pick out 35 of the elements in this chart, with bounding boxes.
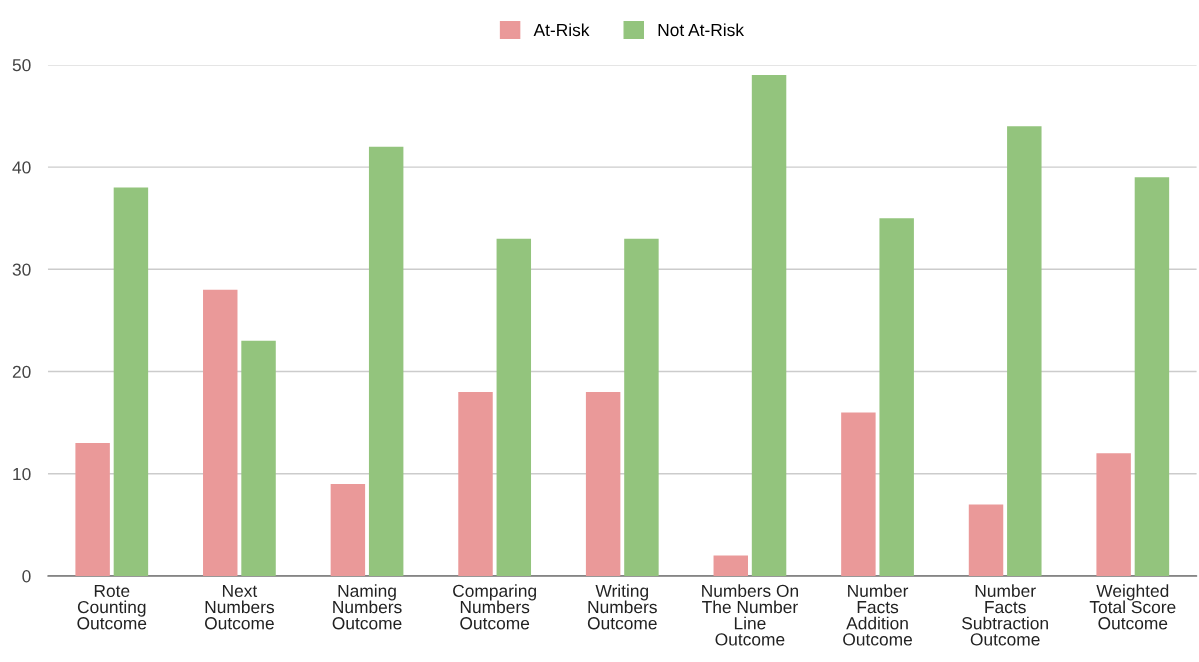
bar bbox=[1134, 177, 1170, 576]
x-tick-label: Numbers On The Number Line Outcome bbox=[702, 584, 798, 646]
bar bbox=[841, 412, 876, 576]
y-tick-label: 0 bbox=[22, 570, 31, 583]
x-tick-label: Weighted Total Score Outcome bbox=[1089, 584, 1176, 630]
bar bbox=[1007, 126, 1042, 576]
bar bbox=[368, 146, 404, 576]
bar bbox=[458, 391, 493, 576]
bar bbox=[203, 289, 238, 576]
bar bbox=[585, 391, 621, 576]
bar bbox=[496, 238, 532, 576]
bar bbox=[241, 340, 276, 576]
bar bbox=[330, 483, 366, 576]
bar bbox=[75, 443, 110, 576]
x-tick-label: Next Numbers Outcome bbox=[205, 584, 274, 630]
bar bbox=[624, 238, 659, 576]
x-tick-label: Rote Counting Outcome bbox=[77, 584, 147, 630]
y-tick-label: 30 bbox=[12, 263, 31, 276]
legend-label: At-Risk bbox=[533, 23, 590, 37]
y-tick-label: 20 bbox=[12, 365, 31, 378]
bar bbox=[1096, 453, 1131, 576]
y-tick-label: 50 bbox=[12, 59, 31, 72]
bar bbox=[713, 555, 748, 576]
x-tick-label: Writing Numbers Outcome bbox=[587, 584, 657, 630]
bar bbox=[968, 504, 1004, 576]
y-tick-label: 10 bbox=[13, 467, 31, 481]
bar bbox=[113, 187, 149, 576]
bar bbox=[751, 75, 787, 576]
y-tick-label: 40 bbox=[12, 161, 31, 174]
x-tick-label: Number Facts Subtraction Outcome bbox=[962, 584, 1048, 646]
x-tick-label: Number Facts Addition Outcome bbox=[843, 584, 912, 646]
x-tick-label: Naming Numbers Outcome bbox=[332, 584, 402, 630]
x-tick-label: Comparing Numbers Outcome bbox=[453, 584, 536, 630]
bar bbox=[879, 218, 914, 576]
legend-label: Not At-Risk bbox=[658, 23, 745, 37]
